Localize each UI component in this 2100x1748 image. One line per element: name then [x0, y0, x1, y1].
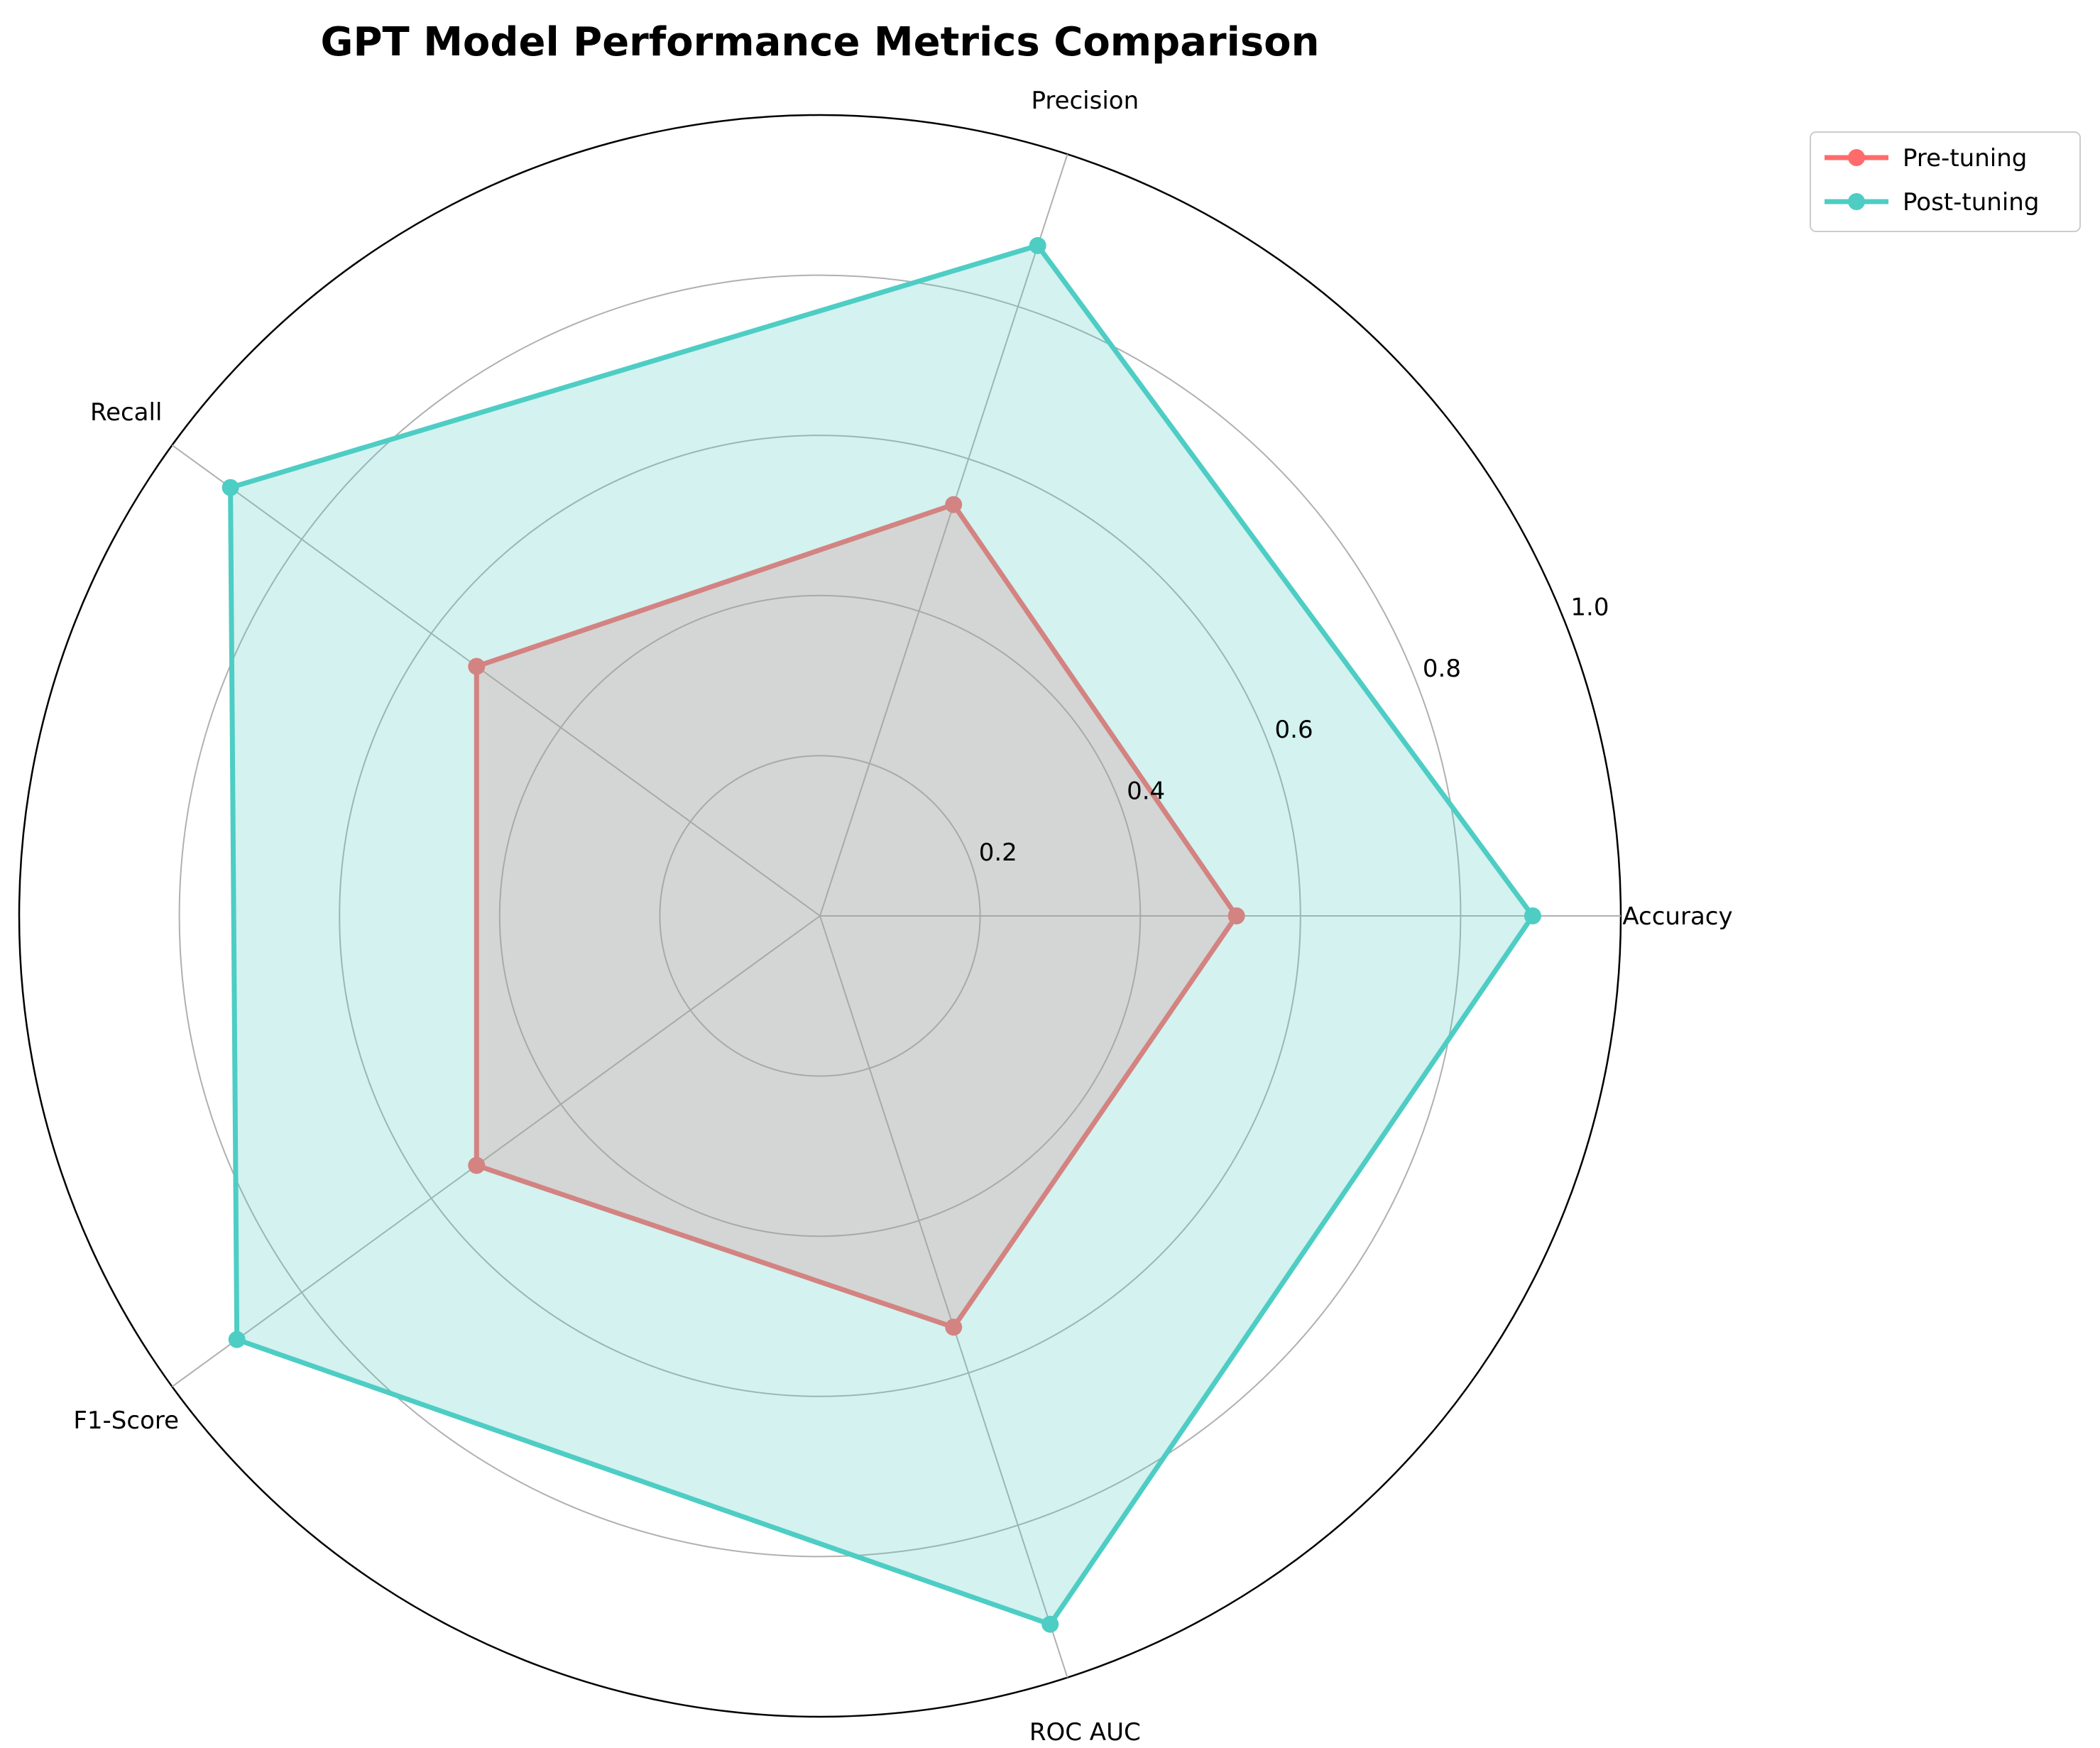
category-label: F1-Score [73, 1406, 179, 1435]
spoke-line [171, 444, 821, 917]
radial-tick-label: 0.2 [979, 839, 1017, 867]
legend-label: Post-tuning [1903, 188, 2039, 217]
series-fill-post-tuning [230, 245, 1533, 1624]
data-point-pre-tuning [945, 496, 963, 513]
data-point-post-tuning [1029, 236, 1046, 254]
radial-tick-label: 0.6 [1275, 716, 1313, 744]
data-point-pre-tuning [468, 657, 486, 675]
legend: Pre-tuning Post-tuning [1810, 131, 2081, 232]
series-line-pre-tuning [474, 502, 1240, 1330]
series-line-post-tuning [228, 243, 1536, 1627]
legend-marker [1848, 193, 1865, 210]
spoke-line [819, 153, 1068, 917]
data-point-post-tuning [1524, 907, 1541, 924]
data-point-post-tuning [222, 479, 239, 496]
chart-title: GPT Model Performance Metrics Comparison [320, 19, 1319, 65]
data-point-post-tuning [1041, 1615, 1059, 1633]
data-point-pre-tuning [1227, 907, 1245, 924]
category-label: Accuracy [1622, 902, 1732, 931]
data-point-post-tuning [228, 1331, 246, 1348]
category-label: Precision [1031, 87, 1139, 115]
category-label: Recall [90, 398, 162, 427]
legend-marker [1848, 149, 1865, 166]
data-point-pre-tuning [468, 1157, 486, 1174]
radial-tick-label: 1.0 [1570, 594, 1609, 622]
grid-layer [18, 114, 1622, 1718]
radial-tick-label: 0.4 [1127, 777, 1165, 806]
spoke-line [171, 915, 821, 1387]
legend-label: Pre-tuning [1903, 144, 2027, 173]
series-layer [222, 236, 1541, 1633]
series-fill-pre-tuning [476, 504, 1237, 1328]
category-label: ROC AUC [1029, 1718, 1141, 1747]
data-point-pre-tuning [945, 1318, 963, 1336]
label-layer: Accuracy Precision Recall F1-Score ROC AUC 0.… [73, 87, 1732, 1747]
radial-tick-label: 0.8 [1423, 655, 1461, 683]
spoke-line [819, 915, 1068, 1678]
